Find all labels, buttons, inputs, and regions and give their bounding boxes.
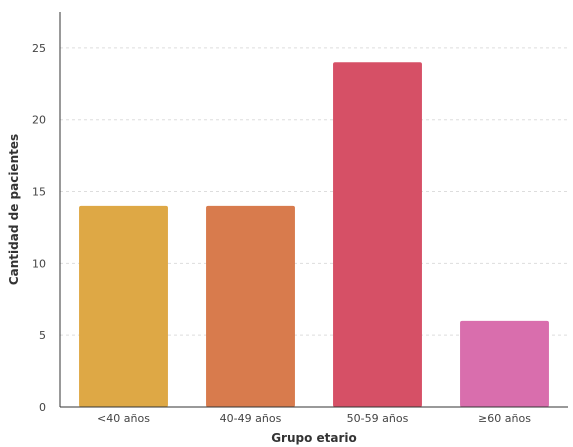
bar [79, 205, 168, 407]
bar [460, 320, 549, 407]
x-tick-label: ≥60 años [478, 412, 531, 425]
x-tick-label: 40-49 años [220, 412, 282, 425]
y-tick-label: 25 [32, 42, 46, 55]
y-tick-label: 15 [32, 186, 46, 199]
x-tick-label: 50-59 años [347, 412, 409, 425]
x-tick-labels: <40 años 40-49 años 50-59 años ≥60 años [97, 412, 531, 425]
bars [79, 62, 549, 407]
y-tick-label: 20 [32, 114, 46, 127]
y-axis-title: Cantidad de pacientes [7, 134, 21, 285]
y-tick-label: 5 [39, 329, 46, 342]
y-tick-labels: 0 5 10 15 20 25 [32, 42, 46, 414]
y-tick-label: 0 [39, 401, 46, 414]
bar [333, 62, 422, 407]
x-axis-title: Grupo etario [271, 431, 357, 445]
y-tick-label: 10 [32, 257, 46, 270]
x-tick-label: <40 años [97, 412, 150, 425]
bar [206, 205, 295, 407]
